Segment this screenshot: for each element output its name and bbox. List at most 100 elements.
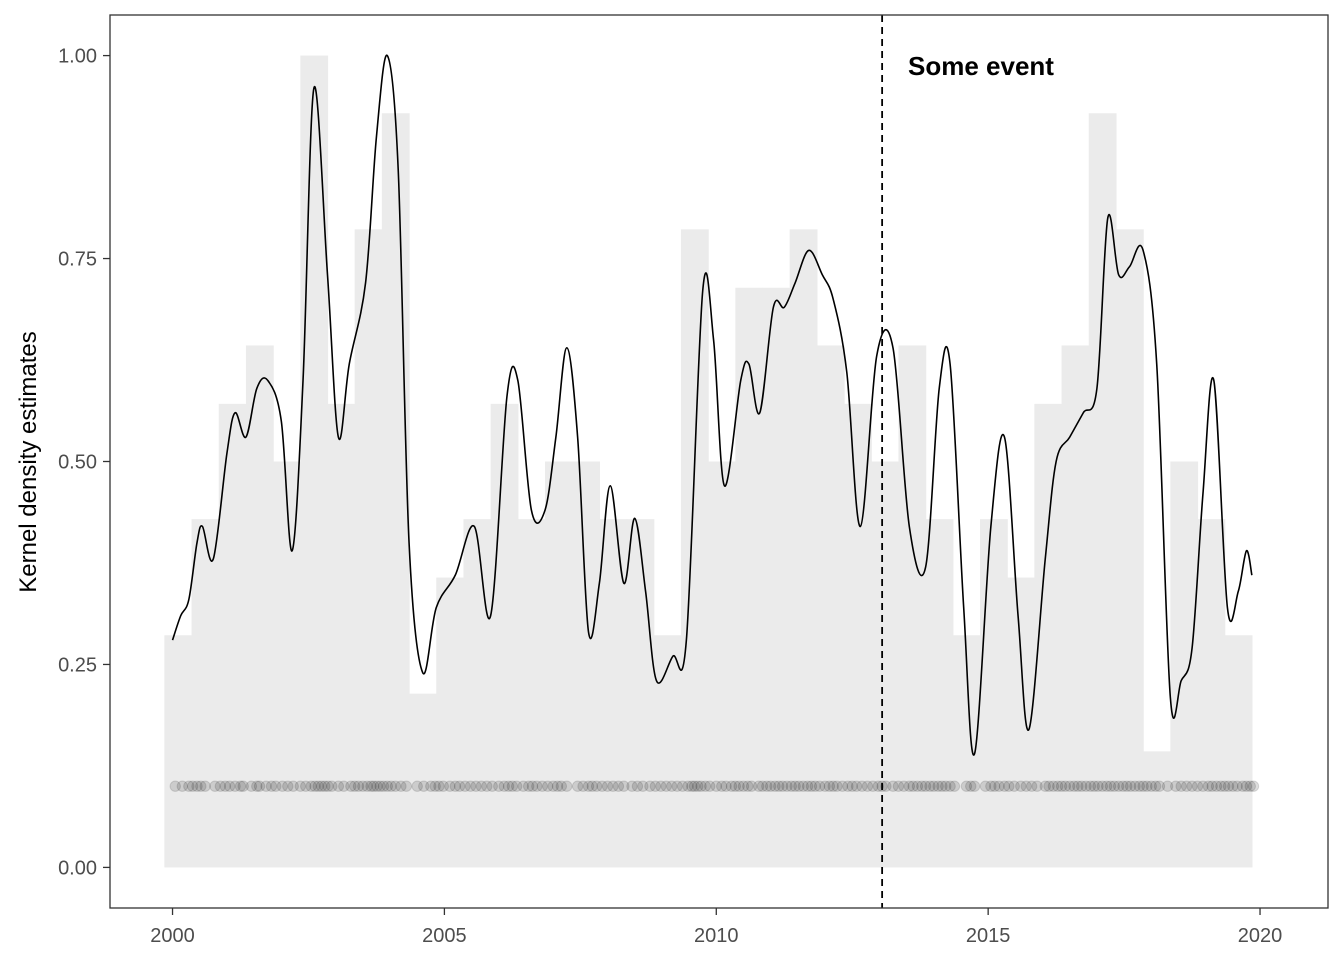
data-point-218 [1236,780,1249,792]
data-point-202 [1153,780,1166,792]
data-point-184 [1080,780,1092,792]
data-point-14 [245,780,258,792]
data-point-22 [287,780,299,792]
data-point-43 [377,780,390,792]
data-point-122 [781,780,793,792]
data-point-162 [968,780,981,792]
data-point-132 [823,780,836,792]
histogram-bar-0 [164,635,193,868]
histogram-bar-22 [762,287,791,868]
histogram-bar-30 [980,519,1008,868]
data-point-109 [725,780,738,792]
histogram-bar-24 [816,345,845,868]
data-point-26 [309,780,321,792]
data-point-136 [842,780,854,792]
data-point-86 [607,780,619,792]
data-point-170 [1015,780,1027,792]
histogram-bar-13 [517,519,546,868]
y-tick-label-0: 0.00 [58,857,97,879]
data-point-140 [861,780,874,792]
histogram-bar-14 [545,461,573,868]
data-point-90 [631,780,644,792]
data-point-12 [234,780,247,792]
data-point-23 [294,780,307,792]
data-point-157 [940,780,952,792]
histogram-bar-21 [735,287,764,868]
data-point-118 [764,780,777,792]
histogram-bar-19 [680,229,709,868]
data-point-98 [676,780,689,792]
density-line [171,54,1253,756]
data-point-146 [892,780,905,792]
data-point-45 [385,780,397,792]
data-point-161 [965,780,977,792]
data-point-189 [1100,780,1113,792]
data-point-153 [924,780,936,792]
histogram-bar-36 [1143,751,1171,868]
data-point-73 [536,780,548,792]
data-point-151 [916,780,928,792]
data-point-205 [1175,780,1187,792]
data-point-82 [586,780,599,792]
data-point-210 [1202,780,1215,792]
data-point-104 [699,780,712,792]
data-point-89 [626,780,638,792]
data-point-9 [219,780,231,792]
histogram-bar-1 [191,519,220,868]
histogram-bar-3 [245,345,274,868]
data-point-111 [733,780,745,792]
data-point-158 [944,780,956,792]
x-tick-label-0: 2000 [150,925,195,947]
histogram-bar-33 [1061,345,1090,868]
data-point-19 [270,780,282,792]
histogram-bar-25 [844,403,872,868]
data-point-68 [511,780,523,792]
data-point-42 [374,780,386,792]
data-point-100 [686,780,698,792]
histogram-bar-18 [653,635,682,868]
data-point-71 [526,780,539,792]
histogram-bar-5 [300,55,329,868]
data-point-135 [836,780,849,792]
y-tick-label-4: 1.00 [58,46,97,68]
data-point-13 [237,780,249,792]
data-point-39 [365,780,377,792]
data-point-33 [338,780,350,792]
data-point-17 [260,780,272,792]
data-point-50 [418,780,430,792]
data-point-60 [470,780,482,792]
data-point-112 [737,780,750,792]
data-point-114 [745,780,758,792]
data-point-69 [517,780,529,792]
data-point-147 [898,780,910,792]
data-point-49 [411,780,423,792]
data-point-32 [332,780,345,792]
data-point-7 [209,780,221,792]
data-point-128 [805,780,818,792]
data-point-120 [773,780,785,792]
data-point-92 [644,780,656,792]
data-point-159 [948,780,961,792]
data-point-130 [813,780,826,792]
data-point-178 [1055,780,1068,792]
histogram-bar-6 [327,403,356,868]
histogram-bar-9 [409,693,437,868]
data-point-8 [214,780,227,792]
data-point-138 [850,780,863,792]
data-point-176 [1047,780,1060,792]
data-point-145 [887,780,899,792]
histogram-bar-2 [218,403,247,868]
data-point-198 [1137,780,1149,792]
data-point-18 [265,780,278,792]
data-point-78 [561,780,573,792]
y-tick-label-1: 0.25 [58,654,97,676]
data-point-197 [1133,780,1146,792]
data-point-103 [695,780,707,792]
data-point-183 [1075,780,1088,792]
data-point-220 [1244,780,1256,792]
y-axis: 0.00 0.25 0.50 0.75 1.00 [58,46,110,879]
data-point-142 [872,780,885,792]
data-point-27 [312,780,324,792]
data-point-117 [761,780,773,792]
